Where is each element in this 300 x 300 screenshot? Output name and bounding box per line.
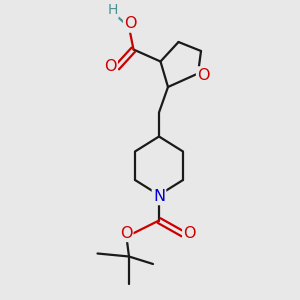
Text: O: O	[120, 226, 132, 241]
Text: H: H	[107, 4, 118, 17]
Text: O: O	[183, 226, 196, 241]
Text: O: O	[197, 68, 210, 82]
Text: O: O	[104, 59, 117, 74]
Text: O: O	[124, 16, 137, 32]
Text: N: N	[153, 189, 165, 204]
